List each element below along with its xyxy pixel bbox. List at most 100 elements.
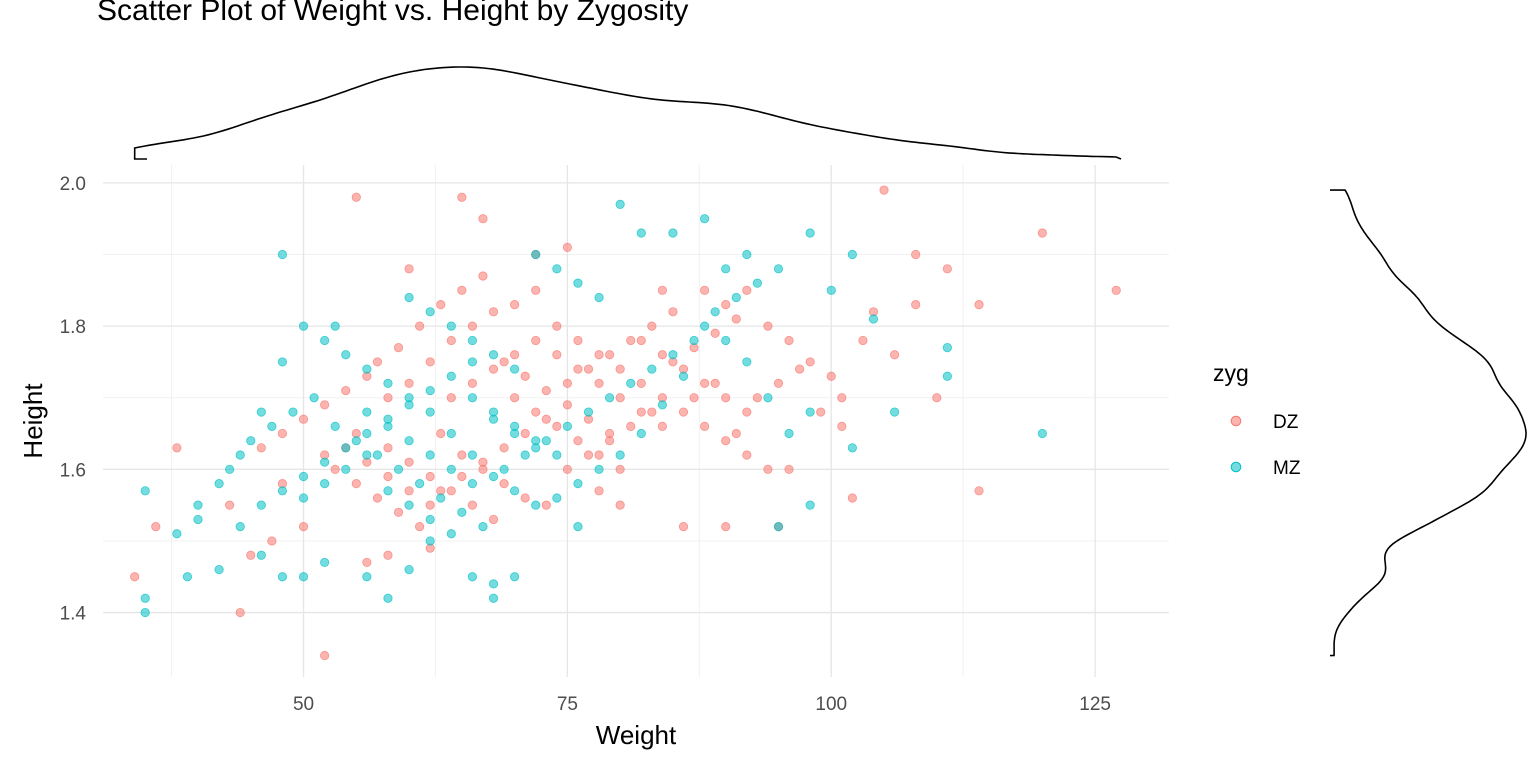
data-point-mz (773, 522, 784, 532)
data-point-mz (267, 421, 277, 431)
data-point-dz (657, 421, 667, 431)
data-point-dz (889, 350, 900, 360)
data-point-mz (678, 371, 689, 381)
data-point-dz (562, 464, 572, 474)
data-point-mz (214, 564, 224, 575)
data-point-mz (763, 393, 773, 403)
x-tick-label: 50 (293, 694, 314, 715)
data-point-dz (594, 486, 604, 496)
data-point-dz (372, 493, 383, 503)
legend-title: zyg (1213, 360, 1249, 386)
data-point-mz (784, 428, 794, 439)
data-point-dz (404, 486, 414, 496)
data-point-mz (383, 593, 393, 603)
data-point-mz (700, 214, 710, 224)
data-point-dz (657, 350, 667, 360)
data-point-mz (256, 500, 266, 510)
data-point-dz (520, 493, 530, 503)
data-point-mz (573, 278, 583, 288)
data-point-mz (446, 371, 456, 381)
data-point-mz (868, 314, 879, 324)
data-point-dz (499, 479, 509, 489)
data-point-mz (573, 479, 583, 489)
data-point-dz (794, 364, 805, 374)
data-point-dz (805, 357, 815, 367)
data-point-dz (657, 285, 667, 295)
data-point-dz (773, 378, 784, 389)
data-point-mz (742, 249, 752, 260)
data-point-dz (393, 343, 404, 353)
data-point-dz (225, 500, 235, 510)
data-point-dz (404, 378, 414, 389)
data-point-dz (552, 350, 562, 360)
data-point-mz (383, 378, 393, 389)
data-point-mz (446, 321, 456, 331)
data-point-mz (425, 514, 435, 525)
data-point-dz (172, 443, 182, 453)
data-point-dz (467, 378, 478, 389)
data-point-mz (573, 522, 583, 532)
data-point-dz (330, 464, 340, 474)
data-point-dz (837, 393, 847, 403)
data-point-dz (974, 486, 984, 496)
data-point-mz (942, 371, 952, 381)
data-point-dz (700, 378, 710, 389)
data-point-mz (172, 529, 182, 539)
data-point-mz (1037, 428, 1047, 439)
data-point-mz (647, 364, 657, 374)
data-point-dz (700, 285, 710, 295)
data-point-dz (277, 428, 288, 439)
data-point-dz (415, 321, 425, 331)
data-point-mz (847, 249, 857, 260)
grid-lines (103, 165, 1169, 677)
x-tick-label: 100 (815, 694, 847, 715)
data-point-dz (605, 350, 615, 360)
x-tick-label: 125 (1079, 694, 1111, 715)
legend-label-mz: MZ (1273, 458, 1301, 479)
data-point-mz (404, 400, 414, 410)
data-point-mz (805, 228, 815, 238)
data-point-dz (520, 371, 530, 381)
data-point-dz (415, 522, 425, 532)
data-point-dz (383, 393, 393, 403)
data-point-mz (362, 364, 372, 374)
data-point-mz (467, 393, 478, 403)
data-point-dz (615, 364, 625, 374)
data-point-dz (246, 550, 256, 560)
data-point-dz (784, 335, 794, 346)
data-point-dz (256, 443, 266, 453)
y-tick-label: 2.0 (60, 174, 86, 195)
data-point-mz (689, 335, 699, 346)
data-point-dz (742, 407, 752, 417)
data-point-dz (615, 464, 625, 474)
x-tick-label: 75 (557, 694, 578, 715)
data-point-mz (721, 264, 731, 274)
data-point-dz (678, 407, 689, 417)
data-point-dz (478, 271, 488, 281)
data-point-mz (214, 479, 224, 489)
data-point-mz (657, 400, 667, 410)
data-point-mz (847, 443, 857, 453)
data-point-mz (446, 529, 456, 539)
data-point-mz (731, 292, 741, 303)
data-point-dz (351, 192, 361, 202)
data-point-mz (246, 436, 256, 446)
data-point-mz (140, 486, 150, 496)
data-point-dz (826, 371, 836, 381)
data-point-mz (341, 350, 351, 360)
legend: zyg DZ MZ (1213, 360, 1301, 479)
data-point-mz (510, 364, 520, 374)
data-point-mz (425, 307, 435, 317)
data-point-dz (478, 214, 488, 224)
data-point-dz (583, 450, 594, 460)
data-point-mz (594, 292, 604, 303)
data-point-dz (383, 443, 393, 453)
data-point-mz (467, 450, 478, 460)
data-point-mz (341, 443, 351, 453)
y-tick-label: 1.8 (60, 317, 86, 338)
data-point-dz (531, 407, 541, 417)
data-point-dz (647, 407, 657, 417)
data-point-dz (562, 242, 572, 252)
data-point-dz (488, 364, 499, 374)
